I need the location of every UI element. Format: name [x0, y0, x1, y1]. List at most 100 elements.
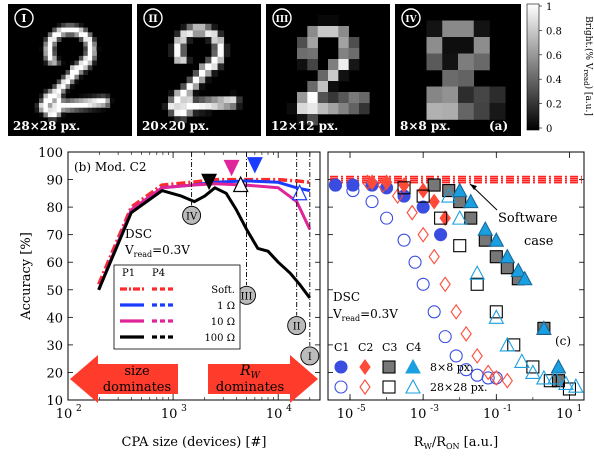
data-point-triangle [451, 182, 468, 198]
x-tick-label: 10 [56, 407, 73, 422]
digit-pixels-2 [161, 23, 243, 124]
panel-b-legend: P1 P4 Soft. 1 Ω 10 Ω 100 Ω [113, 264, 241, 350]
data-point-triangle [516, 270, 533, 286]
x-tick-exponent: -5 [357, 404, 366, 414]
x-tick-label: 10 [161, 407, 178, 422]
data-point-diamond [482, 364, 494, 381]
software-pointer-head [470, 184, 477, 190]
data-point-circle [427, 305, 441, 319]
size-marker-label: III [241, 291, 253, 302]
data-point-circle [459, 363, 473, 377]
size-marker-label: I [308, 352, 312, 363]
legend-28x28: 28×28 px. [430, 381, 487, 394]
digit-caption-1: 28×28 px. [13, 119, 80, 133]
data-point-triangle [524, 364, 541, 379]
y-tick-label: 50 [46, 284, 63, 299]
data-point-diamond [490, 370, 502, 386]
data-point-square [442, 184, 456, 198]
digit-caption-3: 12×12 px. [271, 119, 338, 133]
x-tick-label: 10 [483, 407, 500, 422]
data-point-circle [380, 211, 394, 225]
legend-marker-filled-triangle [405, 358, 421, 374]
panel-b-xlabel: CPA size (devices) [#] [122, 435, 267, 450]
legend-header-p4: P4 [152, 268, 165, 279]
software-label-2: case [524, 234, 554, 249]
roman-label-4: IV [405, 15, 417, 25]
data-point-circle [408, 255, 422, 269]
y-tick-label: 30 [46, 339, 63, 354]
panel-b-dsc: DSC [125, 227, 152, 241]
panel-c-dsc: DSC [333, 290, 360, 304]
data-point-triangle [546, 369, 563, 385]
data-point-triangle [477, 220, 494, 236]
legend-marker-open-square [382, 380, 396, 394]
y-tick-label: 90 [46, 174, 63, 189]
digit-caption-4: 8×8 px. [400, 119, 451, 133]
panel-c-xlabel: RW/RON [a.u.] [414, 435, 498, 451]
data-point-triangle [469, 265, 486, 280]
legend-c3: C3 [382, 341, 397, 354]
data-point-diamond [428, 248, 440, 265]
data-point-triangle [567, 378, 584, 393]
data-point-diamond [377, 177, 389, 194]
data-point-diamond [439, 276, 451, 293]
rw-dominates-text-1: RW [239, 363, 261, 381]
data-point-circle [438, 330, 452, 344]
x-tick-exponent: 2 [76, 404, 82, 414]
legend-label: 100 Ω [204, 333, 235, 344]
data-point-circle [416, 200, 430, 214]
x-tick-exponent: 3 [181, 404, 187, 414]
data-point-circle [449, 349, 463, 363]
x-tick-exponent: 4 [286, 404, 292, 414]
size-dominates-text-1: size [124, 364, 150, 379]
colorbar [526, 3, 540, 131]
panel-b-vread: Vread=0.3V [124, 243, 190, 259]
panel-b-title: (b) Mod. C2 [74, 160, 147, 174]
data-point-square [397, 181, 411, 195]
data-point-triangle [499, 336, 516, 352]
data-point-diamond [450, 303, 462, 320]
data-point-triangle [488, 309, 505, 324]
digit-caption-2: 20×20 px. [142, 119, 209, 133]
size-marker-circle [287, 316, 307, 336]
colorbar-tick-label: 0.8 [546, 26, 562, 37]
data-point-square [478, 233, 492, 247]
data-point-square [470, 277, 484, 291]
p4-marker-10ohm [223, 159, 240, 177]
digit-pixels-1 [34, 22, 115, 123]
data-point-triangle [462, 193, 479, 209]
colorbar-tick-label: 0.4 [546, 75, 562, 86]
legend-c1: C1 [334, 341, 349, 354]
data-point-circle [365, 195, 379, 209]
size-marker-label: II [293, 322, 301, 333]
x-tick-exponent: 1 [576, 404, 582, 414]
series-line-p1_100ohm [97, 186, 312, 299]
x-tick-label: 10 [337, 407, 354, 422]
data-point-triangle [488, 232, 505, 247]
roman-label-3: III [276, 15, 289, 25]
data-point-square [543, 374, 557, 388]
y-tick-label: 20 [46, 366, 63, 381]
y-tick-label: 10 [46, 394, 63, 409]
data-point-square [464, 211, 478, 225]
legend-label: 1 Ω [217, 301, 235, 312]
x-tick-exponent: -1 [503, 404, 512, 414]
panel-c: 10 -5 10 -3 10 -1 10 1 Software case DSC Vread=… [327, 151, 585, 451]
data-point-square [500, 261, 514, 275]
data-point-square [416, 189, 430, 203]
colorbar-tick-label: 0.2 [546, 100, 562, 111]
data-point-triangle [557, 375, 574, 391]
roman-badge-3: III [272, 8, 292, 28]
roman-label-1: I [21, 12, 26, 25]
p4-marker-open-1ohm [291, 183, 308, 201]
p4-marker-1ohm [246, 157, 263, 174]
y-tick-label: 70 [46, 229, 63, 244]
data-point-triangle [510, 262, 527, 278]
panel-c-legend: C1 C2 C3 C4 8×8 px. 28×28 px. [334, 341, 487, 395]
p4-marker-open [232, 175, 249, 193]
size-dominates-text-2: dominates [103, 380, 171, 395]
size-marker-label: IV [186, 211, 198, 222]
x-tick-label: 10 [266, 407, 283, 422]
roman-label-2: II [148, 14, 158, 25]
